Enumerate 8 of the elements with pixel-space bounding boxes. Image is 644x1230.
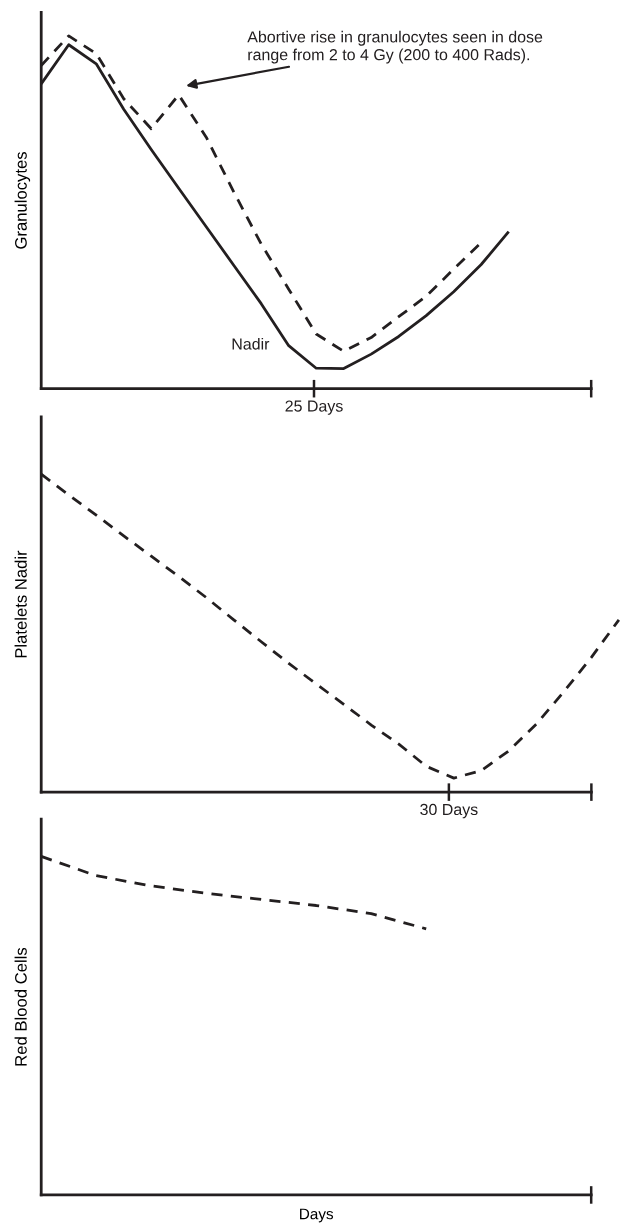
y-axis-title: Red Blood Cells bbox=[14, 947, 27, 1066]
annotation: Abortive rise in granulocytes seen in dose range from 2 to 4 Gy (200 to 400 Rads). bbox=[247, 30, 543, 64]
text: 30 Days bbox=[420, 803, 478, 819]
y-axis-title: Granulocytes bbox=[14, 151, 31, 249]
annotation: Nadir bbox=[232, 337, 270, 350]
y-axis-title: Platelets Nadir bbox=[14, 550, 27, 658]
text: 25 Days bbox=[285, 400, 343, 415]
x-axis-title: Days bbox=[300, 1208, 334, 1223]
